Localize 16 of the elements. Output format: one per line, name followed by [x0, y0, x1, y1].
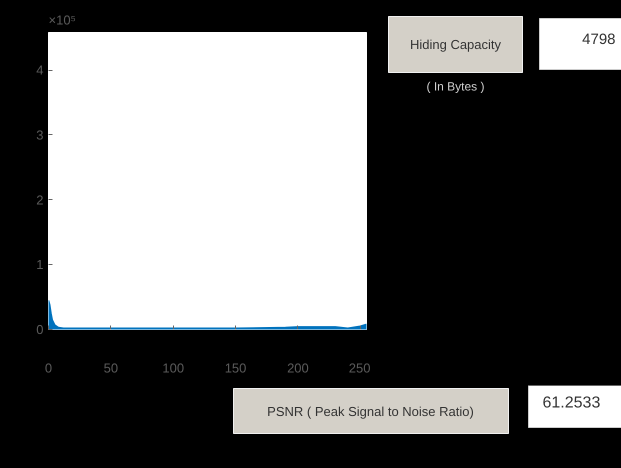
x-tick-label: 100 [162, 360, 184, 376]
text: ×10⁵ [48, 12, 76, 28]
y-tick-label: 2 [36, 192, 44, 208]
text: 61.2533 [542, 394, 600, 412]
y-tick-label: 3 [36, 127, 44, 142]
x-tick-label: 150 [224, 360, 246, 376]
y-tick-label: 1 [36, 257, 44, 272]
y-tick-label: 4 [36, 62, 44, 78]
y-tick-label: 0 [36, 322, 44, 337]
text: ( In Bytes ) [426, 80, 485, 94]
text: Hiding Capacity [410, 37, 502, 52]
text: 4798 [582, 31, 616, 48]
x-tick-label: 250 [348, 360, 371, 376]
text: PSNR ( Peak Signal to Noise Ratio) [267, 404, 474, 419]
x-tick-label: 50 [104, 360, 118, 376]
x-tick-label: 200 [287, 360, 309, 376]
